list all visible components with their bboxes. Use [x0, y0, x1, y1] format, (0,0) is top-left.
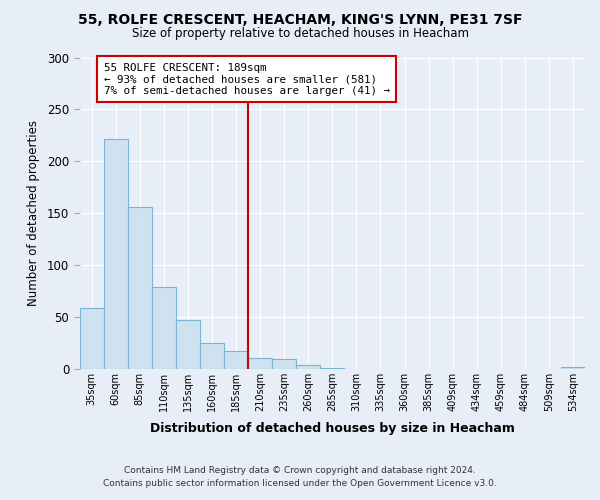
Bar: [224, 351, 248, 368]
Text: Size of property relative to detached houses in Heacham: Size of property relative to detached ho…: [131, 28, 469, 40]
Text: 55 ROLFE CRESCENT: 189sqm
← 93% of detached houses are smaller (581)
7% of semi-: 55 ROLFE CRESCENT: 189sqm ← 93% of detac…: [104, 62, 389, 96]
Bar: [176, 320, 200, 368]
Bar: [296, 364, 320, 368]
Bar: [248, 358, 272, 368]
Bar: [104, 140, 128, 368]
Text: 55, ROLFE CRESCENT, HEACHAM, KING'S LYNN, PE31 7SF: 55, ROLFE CRESCENT, HEACHAM, KING'S LYNN…: [78, 12, 522, 26]
Bar: [272, 360, 296, 368]
Bar: [561, 366, 585, 368]
Bar: [152, 287, 176, 368]
Bar: [200, 343, 224, 368]
Bar: [128, 207, 152, 368]
Y-axis label: Number of detached properties: Number of detached properties: [27, 120, 40, 306]
Text: Contains HM Land Registry data © Crown copyright and database right 2024.
Contai: Contains HM Land Registry data © Crown c…: [103, 466, 497, 487]
X-axis label: Distribution of detached houses by size in Heacham: Distribution of detached houses by size …: [150, 422, 515, 435]
Bar: [80, 308, 104, 368]
